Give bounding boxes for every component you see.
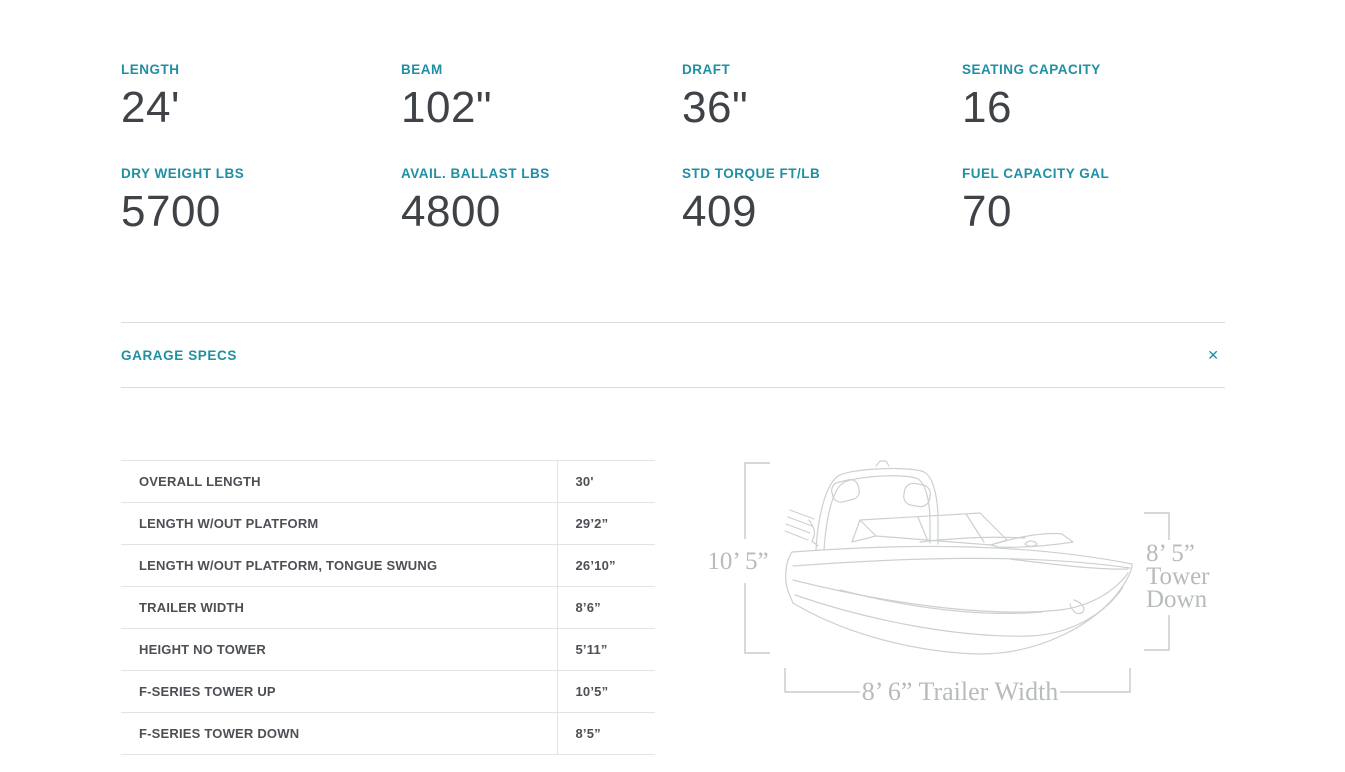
stat-value: 70 bbox=[962, 187, 1012, 236]
garage-specs-title: GARAGE SPECS bbox=[121, 347, 237, 363]
stats-grid: LENGTH 24' BEAM 102" DRAFT 36" SEATING C… bbox=[121, 62, 1225, 270]
tower-down-label-line3: Down bbox=[1146, 586, 1208, 613]
garage-specs-table: OVERALL LENGTH 30' LENGTH W/OUT PLATFORM… bbox=[121, 460, 655, 755]
spec-value: 30' bbox=[556, 460, 655, 503]
stat-seating-capacity: SEATING CAPACITY 16 bbox=[962, 62, 1225, 166]
table-row: OVERALL LENGTH 30' bbox=[121, 460, 655, 503]
table-row: TRAILER WIDTH 8’6” bbox=[121, 586, 655, 629]
stat-draft: DRAFT 36" bbox=[682, 62, 962, 166]
stat-length: LENGTH 24' bbox=[121, 62, 401, 166]
stat-dry-weight: DRY WEIGHT LBS 5700 bbox=[121, 166, 401, 270]
stat-value: 24' bbox=[121, 83, 180, 132]
spec-name: LENGTH W/OUT PLATFORM, TONGUE SWUNG bbox=[121, 544, 557, 587]
spec-value: 10’5” bbox=[556, 670, 655, 713]
garage-specs-header: GARAGE SPECS ✕ bbox=[121, 322, 1225, 388]
spec-value: 26’10” bbox=[556, 544, 655, 587]
stat-label: DRY WEIGHT LBS bbox=[121, 166, 245, 181]
stat-value: 5700 bbox=[121, 187, 221, 236]
boat-line-drawing bbox=[784, 460, 1133, 655]
spec-value: 8’5” bbox=[556, 712, 655, 755]
close-icon[interactable]: ✕ bbox=[1203, 344, 1223, 366]
table-row: LENGTH W/OUT PLATFORM, TONGUE SWUNG 26’1… bbox=[121, 544, 655, 587]
stat-beam: BEAM 102" bbox=[401, 62, 682, 166]
spec-name: F-SERIES TOWER UP bbox=[121, 670, 557, 713]
table-row: F-SERIES TOWER DOWN 8’5” bbox=[121, 712, 655, 755]
spec-name: TRAILER WIDTH bbox=[121, 586, 557, 629]
tower-down-label-line1: 8’ 5” bbox=[1146, 540, 1195, 567]
stat-value: 36" bbox=[682, 83, 749, 132]
trailer-width-label: 8’ 6” Trailer Width bbox=[862, 677, 1059, 706]
stat-value: 409 bbox=[682, 187, 757, 236]
spec-value: 29’2” bbox=[556, 502, 655, 545]
stat-label: BEAM bbox=[401, 62, 443, 77]
stat-avail-ballast: AVAIL. BALLAST LBS 4800 bbox=[401, 166, 682, 270]
stat-label: FUEL CAPACITY GAL bbox=[962, 166, 1110, 181]
boat-dimension-diagram: 10’ 5” 8’ 5” Tower Down 8’ 6” Trailer Wi… bbox=[707, 460, 1210, 706]
stat-label: LENGTH bbox=[121, 62, 180, 77]
trailer-width-dimension: 8’ 6” Trailer Width bbox=[784, 668, 1131, 706]
spec-name: OVERALL LENGTH bbox=[121, 460, 557, 503]
table-row: LENGTH W/OUT PLATFORM 29’2” bbox=[121, 502, 655, 545]
height-dimension: 10’ 5” bbox=[707, 462, 770, 654]
stat-value: 16 bbox=[962, 83, 1012, 132]
spec-name: HEIGHT NO TOWER bbox=[121, 628, 557, 671]
height-dimension-label: 10’ 5” bbox=[707, 548, 768, 575]
spec-name: LENGTH W/OUT PLATFORM bbox=[121, 502, 557, 545]
stat-label: SEATING CAPACITY bbox=[962, 62, 1101, 77]
stat-value: 102" bbox=[401, 83, 493, 132]
stat-value: 4800 bbox=[401, 187, 501, 236]
table-row: HEIGHT NO TOWER 5’11” bbox=[121, 628, 655, 671]
spec-value: 5’11” bbox=[556, 628, 655, 671]
stat-label: AVAIL. BALLAST LBS bbox=[401, 166, 550, 181]
stat-label: STD TORQUE FT/LB bbox=[682, 166, 821, 181]
spec-name: F-SERIES TOWER DOWN bbox=[121, 712, 557, 755]
tower-down-label-line2: Tower bbox=[1146, 563, 1210, 590]
table-row: F-SERIES TOWER UP 10’5” bbox=[121, 670, 655, 713]
stat-std-torque: STD TORQUE FT/LB 409 bbox=[682, 166, 962, 270]
stat-label: DRAFT bbox=[682, 62, 731, 77]
tower-down-dimension: 8’ 5” Tower Down bbox=[1144, 512, 1210, 651]
spec-value: 8’6” bbox=[556, 586, 655, 629]
stat-fuel-capacity: FUEL CAPACITY GAL 70 bbox=[962, 166, 1225, 270]
